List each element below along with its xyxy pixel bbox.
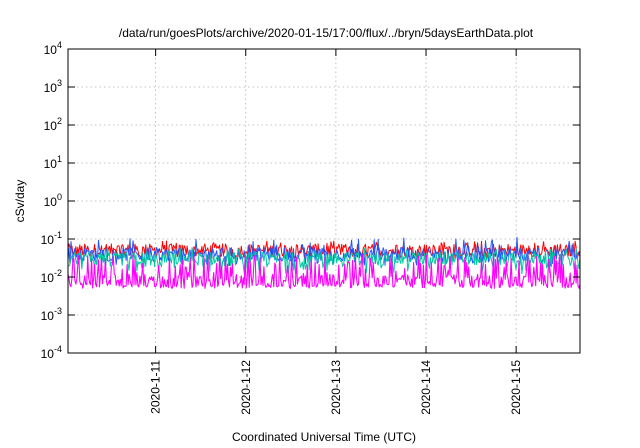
y-tick-base: 10: [44, 119, 58, 133]
y-tick-exponent: -4: [54, 344, 62, 354]
y-tick-label: 10-3: [41, 306, 62, 323]
x-axis-label: Coordinated Universal Time (UTC): [232, 430, 416, 444]
y-tick-base: 10: [44, 157, 58, 171]
series-line: [67, 253, 581, 289]
series-line: [67, 247, 581, 275]
y-tick-exponent: -2: [54, 268, 62, 278]
y-axis-label: cSv/day: [13, 180, 27, 223]
y-tick-base: 10: [44, 81, 58, 95]
y-tick-base: 10: [41, 347, 55, 361]
y-tick-label: 103: [44, 78, 62, 95]
y-tick-exponent: 2: [57, 116, 62, 126]
y-tick-base: 10: [41, 271, 55, 285]
y-tick-base: 10: [44, 195, 58, 209]
y-tick-label: 102: [44, 116, 62, 133]
y-tick-exponent: 4: [57, 40, 62, 50]
y-tick-label: 104: [44, 40, 62, 57]
x-tick-label: 2020-1-14: [419, 360, 433, 415]
y-tick-base: 10: [41, 309, 55, 323]
y-tick-exponent: -3: [54, 306, 62, 316]
chart-title: /data/run/goesPlots/archive/2020-01-15/1…: [119, 26, 534, 40]
series-group: [67, 236, 581, 289]
y-tick-exponent: 3: [57, 78, 62, 88]
y-tick-base: 10: [41, 233, 55, 247]
y-tick-exponent: -1: [54, 230, 62, 240]
series-line: [67, 236, 581, 267]
x-tick-label: 2020-1-11: [149, 360, 163, 414]
y-tick-base: 10: [44, 43, 58, 57]
x-tick-label: 2020-1-15: [509, 360, 523, 415]
x-tick-label: 2020-1-13: [329, 360, 343, 415]
x-ticks: 2020-1-11 2020-1-12 2020-1-13 2020-1-14 2020…: [149, 49, 523, 415]
y-tick-exponent: 1: [57, 154, 62, 164]
y-tick-label: 100: [44, 192, 62, 209]
x-tick-label: 2020-1-12: [239, 360, 253, 415]
y-tick-label: 10-4: [41, 344, 62, 361]
grid: [68, 49, 580, 353]
y-tick-exponent: 0: [57, 192, 62, 202]
y-tick-label: 101: [44, 154, 62, 171]
y-tick-label: 10-1: [41, 230, 62, 247]
y-tick-label: 10-2: [41, 268, 62, 285]
